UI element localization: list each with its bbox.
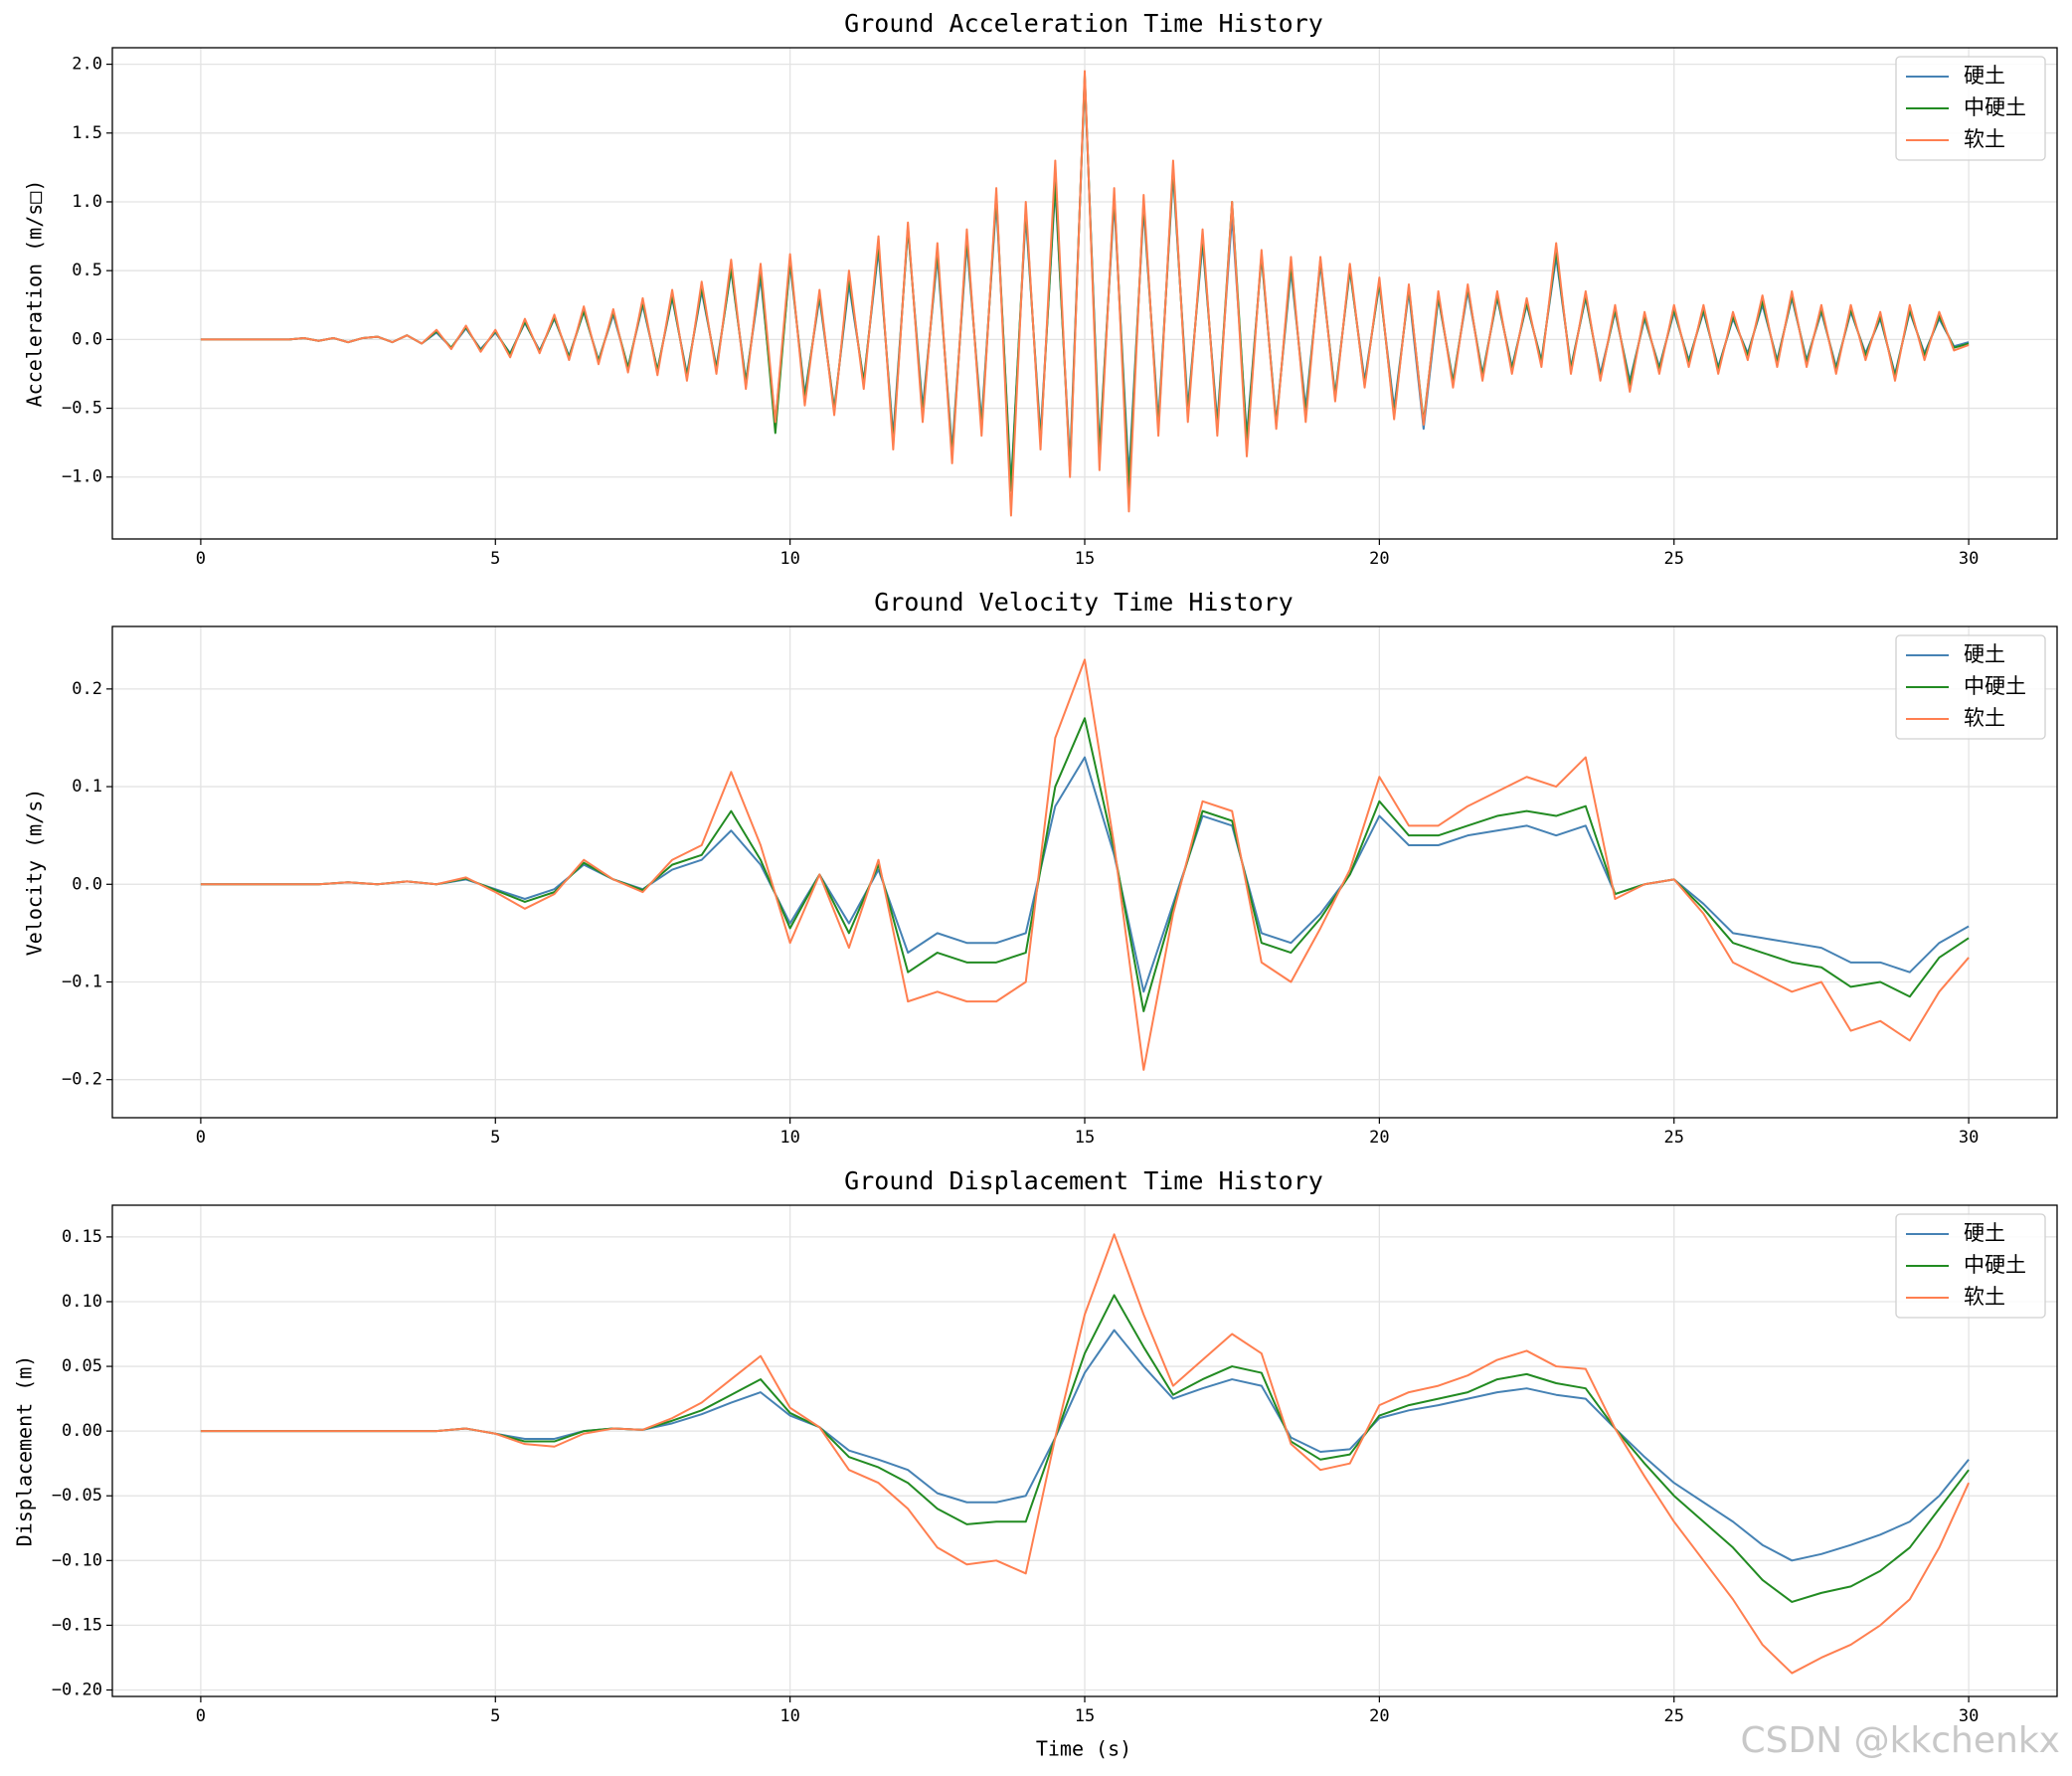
y-tick-label: 0.2 <box>72 679 102 699</box>
legend-label: 硬土 <box>1964 64 2005 88</box>
chart-title: Ground Displacement Time History <box>844 1166 1323 1195</box>
legend-box <box>1895 1213 2046 1319</box>
y-tick-label: 0.5 <box>72 261 102 280</box>
legend-label: 软土 <box>1964 1285 2005 1309</box>
y-tick-label: 0.0 <box>72 329 102 349</box>
legend-label: 软土 <box>1964 706 2005 730</box>
x-tick-label: 0 <box>196 549 206 569</box>
x-tick-label: 0 <box>196 1706 206 1726</box>
y-tick-label: −0.10 <box>52 1550 102 1570</box>
legend-label: 中硬土 <box>1964 1253 2026 1277</box>
x-tick-label: 15 <box>1075 1128 1095 1148</box>
x-axis-label: Time (s) <box>1036 1737 1131 1761</box>
x-tick-label: 30 <box>1959 549 1979 569</box>
y-tick-label: 0.15 <box>62 1227 102 1247</box>
y-tick-label: 0.00 <box>62 1421 102 1441</box>
axes-frame <box>111 1204 2058 1697</box>
y-tick-label: 2.0 <box>72 55 102 75</box>
y-tick-label: −0.1 <box>62 972 102 991</box>
x-tick-label: 10 <box>779 1706 799 1726</box>
legend-label: 中硬土 <box>1964 674 2026 698</box>
x-tick-label: 5 <box>490 549 500 569</box>
chart-title: Ground Velocity Time History <box>874 588 1293 617</box>
legend-box <box>1895 634 2046 740</box>
legend-label: 硬土 <box>1964 642 2005 666</box>
series-line <box>200 70 1970 517</box>
y-tick-label: −0.5 <box>62 399 102 419</box>
legend-box <box>1895 56 2046 161</box>
x-tick-label: 15 <box>1075 1706 1095 1726</box>
x-tick-label: 15 <box>1075 549 1095 569</box>
y-tick-label: 0.05 <box>62 1356 102 1376</box>
x-tick-label: 20 <box>1369 1706 1389 1726</box>
x-tick-label: 5 <box>490 1706 500 1726</box>
y-tick-label: 1.5 <box>72 123 102 143</box>
y-tick-label: −0.2 <box>62 1070 102 1090</box>
y-tick-label: −0.15 <box>52 1615 102 1635</box>
y-tick-label: 0.10 <box>62 1292 102 1312</box>
x-tick-label: 5 <box>490 1128 500 1148</box>
y-tick-label: −1.0 <box>62 467 102 487</box>
x-tick-label: 30 <box>1959 1128 1979 1148</box>
y-tick-label: −0.05 <box>52 1486 102 1506</box>
series-line <box>200 658 1970 1071</box>
y-axis-label: Displacement (m) <box>13 1355 37 1547</box>
x-tick-label: 25 <box>1663 1128 1683 1148</box>
x-tick-label: 20 <box>1369 549 1389 569</box>
series-line <box>200 1233 1971 1675</box>
legend-label: 软土 <box>1964 127 2005 151</box>
x-tick-label: 25 <box>1663 549 1683 569</box>
axes-frame <box>111 47 2058 540</box>
chart-title: Ground Acceleration Time History <box>844 9 1323 38</box>
x-tick-label: 30 <box>1959 1706 1979 1726</box>
axes-frame <box>111 625 2058 1119</box>
watermark: CSDN @kkchenkx <box>1740 1720 2060 1761</box>
x-tick-label: 10 <box>779 549 799 569</box>
y-tick-label: 1.0 <box>72 192 102 212</box>
y-tick-label: −0.20 <box>52 1680 102 1699</box>
legend-label: 中硬土 <box>1964 95 2026 119</box>
y-tick-label: 0.0 <box>72 874 102 894</box>
x-tick-label: 10 <box>779 1128 799 1148</box>
legend-label: 硬土 <box>1964 1221 2005 1245</box>
y-axis-label: Acceleration (m/s□) <box>23 180 47 408</box>
y-tick-label: 0.1 <box>72 777 102 797</box>
y-axis-label: Velocity (m/s) <box>23 789 47 957</box>
x-tick-label: 0 <box>196 1128 206 1148</box>
x-tick-label: 20 <box>1369 1128 1389 1148</box>
x-tick-label: 25 <box>1663 1706 1683 1726</box>
